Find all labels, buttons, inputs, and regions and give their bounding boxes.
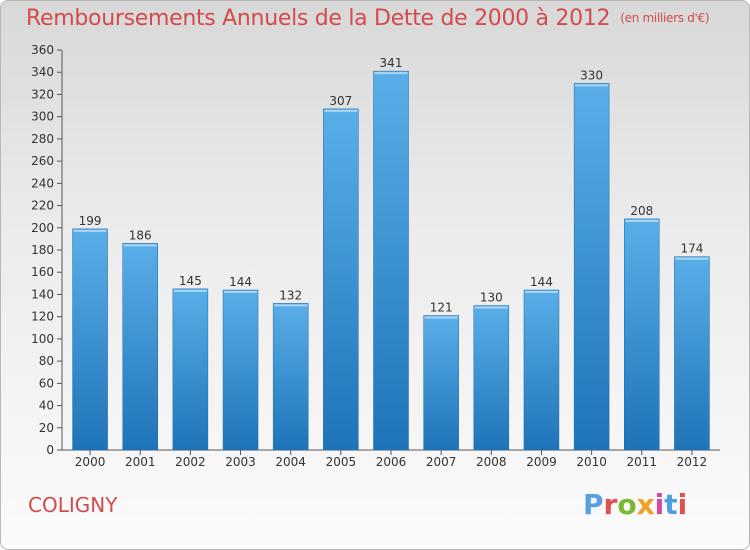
y-tick-label: 200 <box>31 221 54 235</box>
x-tick-label: 2000 <box>75 455 106 469</box>
y-tick-label: 60 <box>39 376 54 390</box>
bar-highlight <box>625 219 659 222</box>
bar-highlight <box>474 306 508 309</box>
logo-letter: P <box>583 488 604 521</box>
data-label: 130 <box>480 291 503 305</box>
bar-2000 <box>72 228 108 451</box>
y-tick-label: 300 <box>31 110 54 124</box>
y-tick-label: 80 <box>39 354 54 368</box>
logo-letter: i <box>677 488 688 521</box>
bar-highlight <box>123 244 157 247</box>
data-label: 186 <box>129 228 152 242</box>
bar-highlight <box>73 229 107 232</box>
logo-letter: i <box>654 488 665 521</box>
y-tick-label: 20 <box>39 421 54 435</box>
bar-2012 <box>674 256 710 451</box>
data-label: 341 <box>380 56 403 70</box>
logo-letter: o <box>617 488 637 521</box>
y-tick-label: 280 <box>31 132 54 146</box>
data-label: 330 <box>580 68 603 82</box>
y-tick-label: 140 <box>31 287 54 301</box>
x-tick-label: 2001 <box>125 455 156 469</box>
x-tick-label: 2007 <box>426 455 457 469</box>
data-label: 307 <box>329 94 352 108</box>
y-tick-label: 120 <box>31 310 54 324</box>
y-tick-label: 260 <box>31 154 54 168</box>
logo-letter: x <box>636 488 655 521</box>
bar-highlight <box>324 109 358 112</box>
bar-highlight <box>173 289 207 292</box>
x-tick-label: 2012 <box>677 455 708 469</box>
y-tick-label: 100 <box>31 332 54 346</box>
y-tick-label: 180 <box>31 243 54 257</box>
bar-highlight <box>575 84 609 87</box>
bar-highlight <box>424 316 458 319</box>
bar-highlight <box>274 304 308 307</box>
data-label: 121 <box>430 301 453 315</box>
bar-2004 <box>272 303 309 451</box>
bar-2003 <box>222 289 259 451</box>
y-tick-label: 0 <box>46 443 54 457</box>
data-label: 144 <box>530 275 553 289</box>
bar-2001 <box>122 243 158 451</box>
chart-title: Remboursements Annuels de la Dette de 20… <box>26 6 710 31</box>
y-tick-label: 320 <box>31 87 54 101</box>
data-label: 208 <box>630 204 653 218</box>
chart-unit: (en milliers d'€) <box>620 11 710 25</box>
y-tick-label: 40 <box>39 399 54 413</box>
bar-highlight <box>524 291 558 293</box>
data-label: 174 <box>680 242 703 256</box>
bar-2005 <box>323 108 359 451</box>
bar-highlight <box>224 291 258 293</box>
data-label: 199 <box>79 214 102 228</box>
x-tick-label: 2004 <box>275 455 306 469</box>
y-tick-label: 160 <box>31 265 54 279</box>
bar-2009 <box>523 289 560 451</box>
x-tick-label: 2003 <box>225 455 256 469</box>
bar-2002 <box>172 288 209 451</box>
x-tick-label: 2008 <box>476 455 507 469</box>
bar-highlight <box>374 72 408 75</box>
bar-2007 <box>423 315 459 451</box>
y-tick-label: 240 <box>31 176 54 190</box>
x-tick-label: 2009 <box>526 455 557 469</box>
data-label: 144 <box>229 275 252 289</box>
x-tick-label: 2011 <box>626 455 657 469</box>
commune-name: COLIGNY <box>28 493 118 517</box>
bar-2006 <box>373 70 409 451</box>
logo-letter: r <box>603 488 618 521</box>
proxiti-logo: Proxiti <box>583 488 687 521</box>
x-tick-label: 2002 <box>175 455 206 469</box>
bar-2010 <box>573 83 610 451</box>
y-tick-label: 360 <box>31 43 54 57</box>
chart-title-text: Remboursements Annuels de la Dette de 20… <box>26 6 611 31</box>
x-tick-label: 2006 <box>376 455 407 469</box>
data-label: 145 <box>179 274 202 288</box>
bar-highlight <box>675 257 709 260</box>
y-tick-label: 340 <box>31 65 54 79</box>
bar-2011 <box>624 218 660 451</box>
bar-2008 <box>473 305 510 451</box>
data-label: 132 <box>279 288 302 302</box>
x-tick-label: 2005 <box>326 455 357 469</box>
x-tick-label: 2010 <box>576 455 607 469</box>
logo-letter: t <box>664 488 678 521</box>
y-tick-label: 220 <box>31 199 54 213</box>
